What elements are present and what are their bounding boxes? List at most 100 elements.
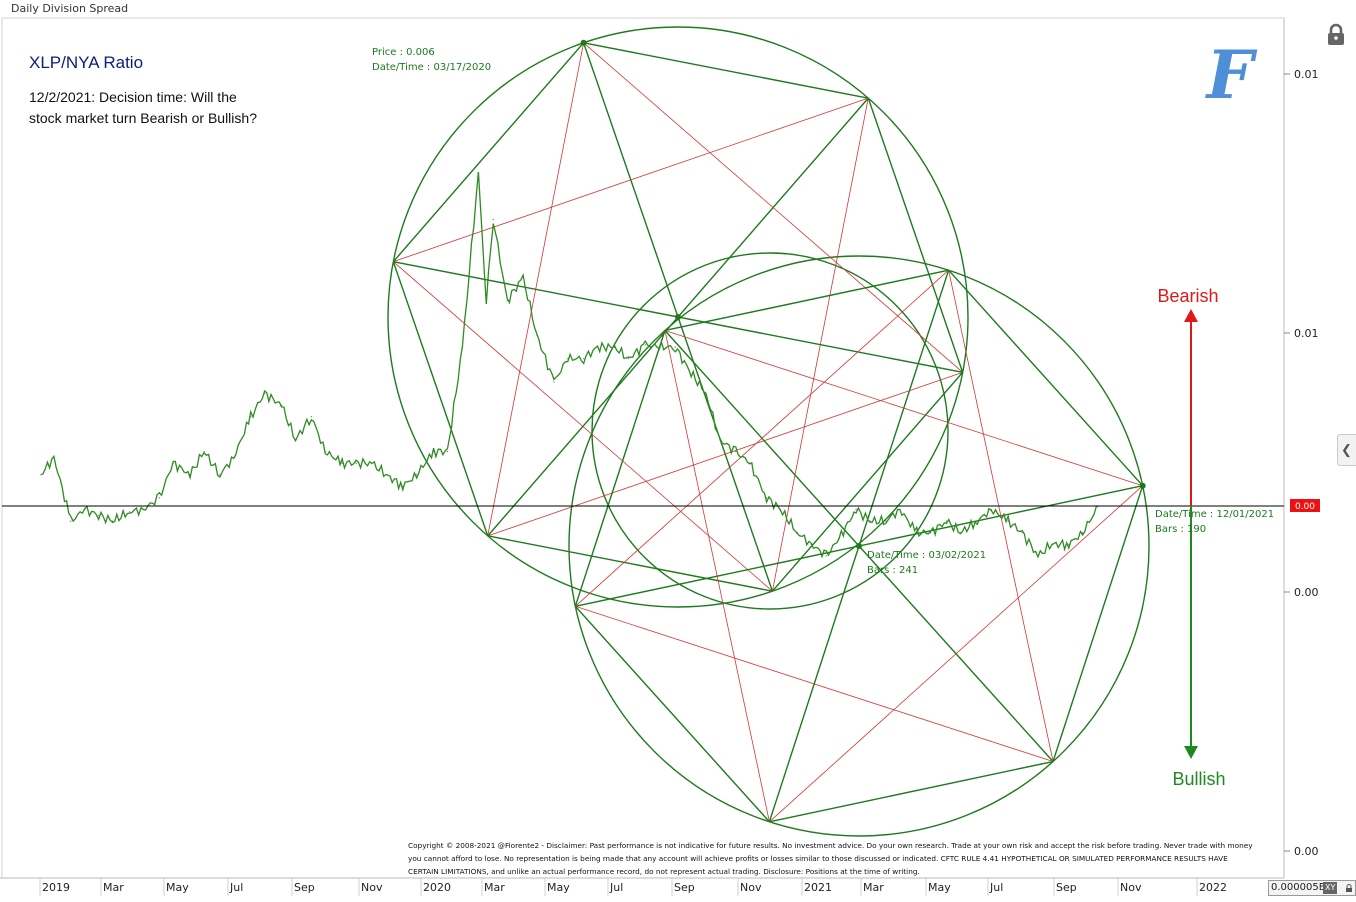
x-tick-label: Jul	[989, 881, 1003, 894]
geometry-node	[675, 314, 681, 320]
bullish-label: Bullish	[1172, 769, 1225, 789]
xy-mode-tag[interactable]: XY	[1323, 882, 1338, 894]
lock-button[interactable]	[1322, 22, 1350, 48]
series-point	[779, 508, 782, 511]
x-tick-label: Mar	[484, 881, 505, 894]
series-point	[128, 511, 131, 513]
series-point	[766, 497, 768, 499]
series-point	[142, 508, 144, 511]
series-point	[477, 172, 479, 174]
series-point	[1068, 543, 1070, 545]
series-point	[1007, 520, 1009, 522]
series-point	[1051, 543, 1053, 545]
hex-upper-edge	[392, 261, 489, 537]
series-point	[506, 300, 508, 302]
series-point	[461, 346, 463, 348]
y-tick-label: 0.01	[1294, 68, 1319, 81]
x-tick-label: 2020	[423, 881, 451, 894]
hex-lower-edge	[574, 330, 666, 607]
series-point	[112, 520, 114, 522]
series-point	[536, 334, 538, 337]
annotation-peak-datetime: Date/Time : 03/17/2020	[372, 62, 491, 73]
circle-middle	[591, 252, 949, 610]
series-point	[355, 462, 357, 464]
y-tick-label: 0.00	[1294, 845, 1319, 858]
y-tick-label: 0.00	[1294, 586, 1319, 599]
x-tick-label: Mar	[863, 881, 884, 894]
series-point	[719, 439, 721, 441]
series-point	[158, 497, 160, 499]
series-point	[1082, 532, 1084, 534]
annotation-low-datetime: Date/Time : 03/02/2021	[867, 550, 986, 561]
x-tick-label: May	[166, 881, 189, 894]
hex-lower-edge	[664, 269, 949, 332]
bullish-arrow-head	[1184, 746, 1198, 759]
series-point	[264, 392, 266, 395]
axes-group: 2019 Mar May Jul Sep Nov 2020 Mar May Jul Sep Nov 20…	[39, 68, 1319, 896]
series-point	[627, 358, 630, 360]
series-point	[371, 462, 373, 464]
series-point	[899, 508, 901, 511]
x-tick-label: 2022	[1199, 881, 1227, 894]
geometry-group	[387, 26, 1150, 837]
hex-upper-skip-line	[487, 42, 584, 536]
arrows-group	[1184, 309, 1198, 759]
series-point	[688, 369, 690, 371]
series-line-0	[40, 171, 1099, 559]
series-point	[959, 532, 962, 534]
x-tick-label: Sep	[674, 881, 695, 894]
hex-lower-skip-line	[948, 270, 1054, 762]
price-tag: 0.00	[1290, 499, 1320, 512]
chart-subtitle-line2: stock market turn Bearish or Bullish?	[29, 110, 257, 126]
annotation-peak-price: Price : 0.006	[372, 47, 435, 58]
window-title-bar: Daily Division Spread	[0, 0, 1356, 18]
window-title: Daily Division Spread	[11, 2, 129, 15]
x-tick-label: Sep	[294, 881, 315, 894]
series-point	[885, 520, 887, 522]
series-point	[522, 276, 524, 279]
series-point	[705, 392, 707, 395]
bearish-arrow-head	[1184, 309, 1198, 322]
series-point	[674, 346, 676, 348]
series-group	[40, 171, 1100, 559]
hex-lower-skip-line	[664, 330, 1143, 487]
x-tick-label: Jul	[609, 881, 623, 894]
copyright-line-1: Copyright © 2008-2021 @Fiorente2 - Discl…	[408, 841, 1253, 850]
series-point	[402, 485, 404, 487]
hex-lower-skip-line	[664, 330, 770, 822]
hex-upper-skip-line	[487, 371, 963, 537]
series-point	[796, 532, 799, 534]
series-point	[855, 508, 857, 511]
series-point	[613, 346, 616, 348]
xy-readout[interactable]: 0.000005E XY	[1268, 880, 1356, 896]
series-point	[485, 300, 487, 302]
geometry-node	[856, 543, 862, 549]
x-tick-label: Nov	[361, 881, 383, 894]
series-point	[433, 450, 435, 453]
side-panel-toggle-button[interactable]: ❮	[1337, 434, 1356, 466]
geometry-node	[580, 39, 587, 46]
hex-lower-edge	[769, 760, 1054, 823]
x-tick-label: 2019	[42, 881, 70, 894]
plot-border	[1, 17, 1285, 879]
xy-lock-icon[interactable]	[1345, 884, 1353, 892]
x-tick-label: Nov	[1120, 881, 1142, 894]
series-point	[84, 508, 86, 511]
x-tick-label: Mar	[103, 881, 124, 894]
geometry-node	[1139, 482, 1146, 489]
series-point	[203, 450, 205, 453]
series-point	[838, 537, 840, 540]
series-point	[172, 462, 174, 464]
x-tick-label: May	[928, 881, 951, 894]
circle-upper	[387, 26, 969, 608]
x-tick-label: Nov	[740, 881, 762, 894]
series-point	[583, 358, 585, 360]
series-point	[553, 381, 555, 383]
y-tick-label: 0.01	[1294, 327, 1319, 340]
series-point	[98, 514, 100, 516]
chart-subtitle-line1: 12/2/2021: Decision time: Will the	[29, 89, 237, 105]
hex-upper-edge	[771, 371, 964, 592]
series-point	[233, 456, 235, 458]
series-point	[250, 416, 252, 418]
